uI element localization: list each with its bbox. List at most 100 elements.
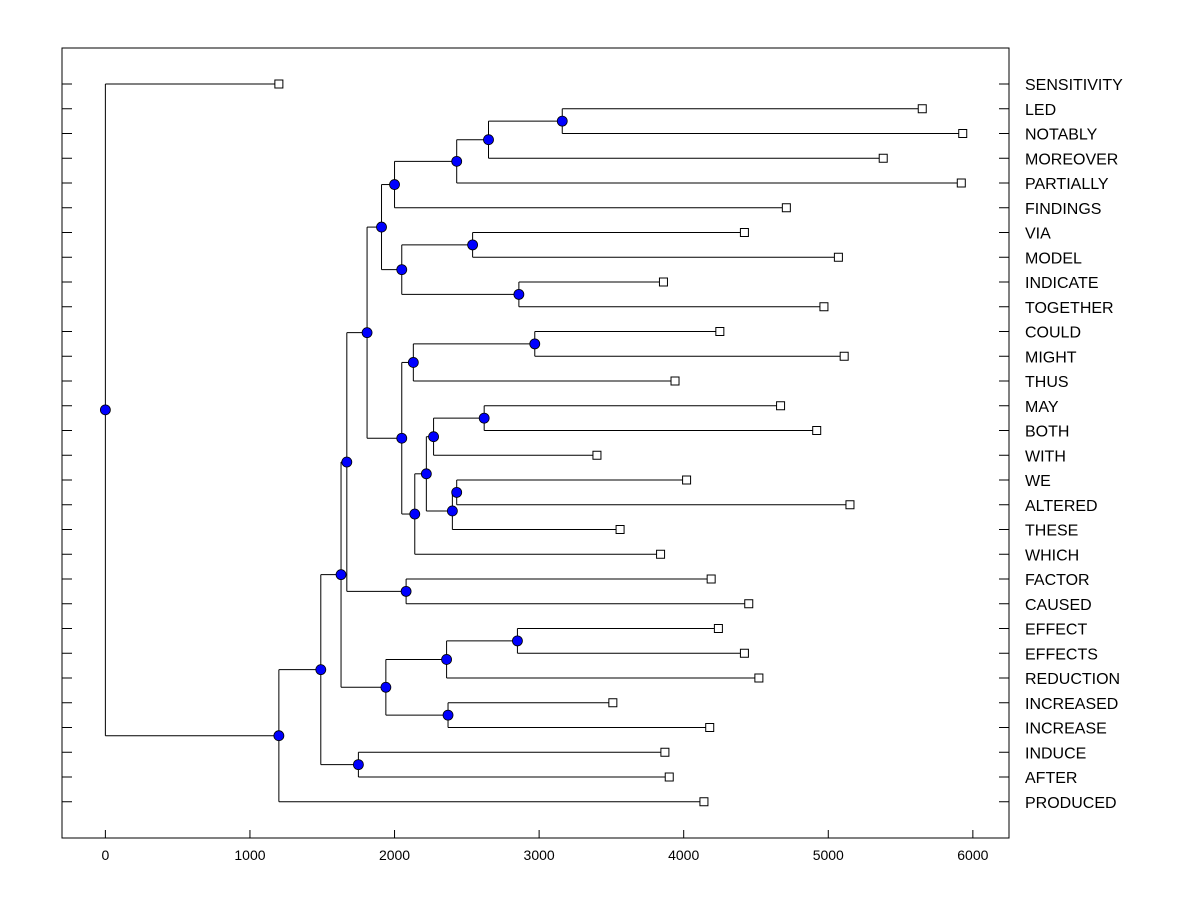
leaf-marker-increased xyxy=(608,698,618,708)
leaf-label-model: MODEL xyxy=(1025,250,1082,267)
leaf-marker-we xyxy=(682,475,692,485)
leaf-marker-caused xyxy=(744,599,754,609)
leaf-label-could: COULD xyxy=(1025,325,1081,342)
leaf-label-both: BOTH xyxy=(1025,424,1069,441)
leaf-label-notably: NOTABLY xyxy=(1025,127,1098,144)
x-tick-label-4000: 4000 xyxy=(668,847,699,863)
leaf-marker-altered xyxy=(845,500,855,510)
merge-node-n1 xyxy=(556,115,568,127)
merge-node-markers xyxy=(99,115,568,771)
leaf-label-together: TOGETHER xyxy=(1025,300,1114,317)
leaf-label-effects: EFFECTS xyxy=(1025,646,1098,663)
leaf-marker-indicate xyxy=(658,277,668,287)
leaf-label-these: THESE xyxy=(1025,523,1078,540)
leaf-marker-reduction xyxy=(754,673,764,683)
leaf-marker-which xyxy=(656,549,666,559)
merge-node-n8 xyxy=(376,221,387,233)
plot-frame xyxy=(61,47,1010,839)
leaf-label-partially: PARTIALLY xyxy=(1025,176,1109,193)
x-axis-ticks: 0 1000 2000 3000 4000 5000 6000 xyxy=(101,830,989,863)
leaf-marker-factor xyxy=(706,574,716,584)
leaf-marker-both xyxy=(812,426,822,435)
merge-node-n10 xyxy=(407,357,419,368)
merge-node-n13 xyxy=(451,486,463,498)
leaf-label-effect: EFFECT xyxy=(1025,622,1087,639)
merge-node-n16 xyxy=(409,508,421,520)
merge-node-n25 xyxy=(335,569,347,581)
dendrogram-links xyxy=(104,83,963,803)
leaf-label-via: VIA xyxy=(1025,226,1051,243)
merge-node-n23 xyxy=(442,709,454,721)
leaf-marker-increase xyxy=(705,723,715,732)
merge-node-n9 xyxy=(529,338,541,350)
merge-node-n22 xyxy=(441,654,452,665)
merge-node-n7 xyxy=(396,264,408,276)
leaf-marker-together xyxy=(819,302,829,312)
leaf-label-findings: FINDINGS xyxy=(1025,201,1101,218)
merge-node-n17 xyxy=(396,432,408,444)
merge-node-n4 xyxy=(389,179,400,190)
leaf-label-factor: FACTOR xyxy=(1025,572,1090,589)
merge-node-n5 xyxy=(467,239,479,251)
leaf-label-may: MAY xyxy=(1025,399,1059,416)
leaf-marker-could xyxy=(715,327,725,336)
leaf-marker-thus xyxy=(670,376,680,386)
leaf-label-we: WE xyxy=(1025,473,1051,490)
x-tick-label-1000: 1000 xyxy=(234,847,265,863)
leaf-marker-these xyxy=(615,525,625,534)
leaf-label-reduction: REDUCTION xyxy=(1025,671,1120,688)
x-tick-label-6000: 6000 xyxy=(957,847,988,863)
leaf-label-after: AFTER xyxy=(1025,770,1077,787)
leaf-marker-effects xyxy=(739,648,749,658)
leaf-label-might: MIGHT xyxy=(1025,349,1077,366)
merge-node-n26 xyxy=(352,759,364,771)
leaf-label-altered: ALTERED xyxy=(1025,498,1098,515)
leaf-label-with: WITH xyxy=(1025,448,1066,465)
leaf-marker-notably xyxy=(958,129,968,138)
leaf-marker-produced xyxy=(699,797,709,807)
x-tick-label-0: 0 xyxy=(101,847,109,863)
merge-node-n12 xyxy=(428,431,439,443)
merge-node-n19 xyxy=(400,585,412,597)
merge-node-n27 xyxy=(315,664,327,676)
merge-node-n28 xyxy=(273,730,285,742)
left-axis-ticks xyxy=(62,83,1009,803)
leaf-label-increased: INCREASED xyxy=(1025,696,1118,713)
merge-node-n20 xyxy=(341,456,353,468)
leaf-marker-via xyxy=(739,228,749,237)
leaf-label-thus: THUS xyxy=(1025,374,1069,391)
x-tick-label-5000: 5000 xyxy=(813,847,844,863)
leaf-marker-with xyxy=(592,450,602,460)
leaf-marker-partially xyxy=(956,178,966,188)
leaf-marker-induce xyxy=(660,747,670,757)
merge-node-n18 xyxy=(361,327,373,339)
leaf-label-moreover: MOREOVER xyxy=(1025,151,1118,168)
leaf-marker-after xyxy=(664,772,674,782)
merge-node-n2 xyxy=(483,134,494,146)
leaf-marker-model xyxy=(833,252,843,262)
leaf-label-produced: PRODUCED xyxy=(1025,795,1117,812)
leaf-label-which: WHICH xyxy=(1025,547,1079,564)
merge-node-n21 xyxy=(512,635,523,647)
merge-node-n6 xyxy=(513,288,525,300)
merge-node-n14 xyxy=(446,505,458,517)
x-tick-label-3000: 3000 xyxy=(524,847,555,863)
leaf-markers xyxy=(274,79,968,807)
leaf-label-led: LED xyxy=(1025,102,1056,119)
leaf-labels: SENSITIVITY LED NOTABLY MOREOVER PARTIALLY FI… xyxy=(1025,77,1123,812)
leaf-marker-findings xyxy=(781,203,791,213)
merge-node-n29 xyxy=(99,404,111,416)
leaf-marker-effect xyxy=(713,624,723,633)
leaf-marker-sensitivity xyxy=(274,79,284,89)
leaf-label-increase: INCREASE xyxy=(1025,721,1107,738)
leaf-marker-led xyxy=(917,104,927,114)
merge-node-n15 xyxy=(420,468,432,480)
x-tick-label-2000: 2000 xyxy=(379,847,410,863)
leaf-label-caused: CAUSED xyxy=(1025,597,1092,614)
leaf-marker-may xyxy=(776,401,786,411)
merge-node-n24 xyxy=(380,681,392,693)
leaf-label-induce: INDUCE xyxy=(1025,745,1086,762)
merge-node-n11 xyxy=(478,412,490,424)
leaf-label-indicate: INDICATE xyxy=(1025,275,1098,292)
